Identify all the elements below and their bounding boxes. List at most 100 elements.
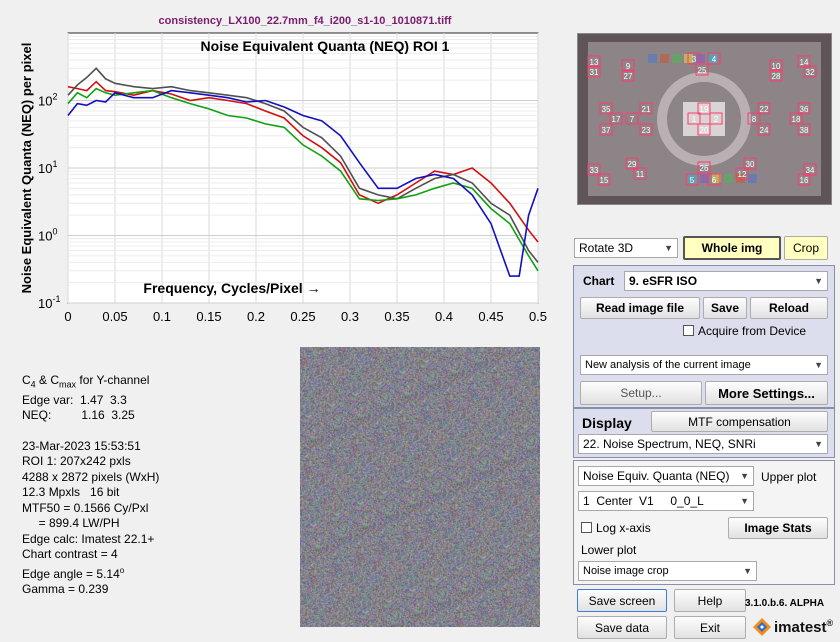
roi-label: 30 <box>746 160 755 169</box>
x-tick-label: 0.3 <box>341 309 359 324</box>
roi-label: 10 <box>772 62 781 71</box>
roi-label: 38 <box>800 126 809 135</box>
version-label: 3.1.0.b.6. ALPHA <box>745 598 825 609</box>
roi-label: 22 <box>760 105 769 114</box>
info-contrast: Chart contrast = 4 <box>22 547 118 562</box>
upper-plot-label: Upper plot <box>761 470 817 484</box>
chevron-down-icon: ▼ <box>743 566 752 576</box>
plot-title: Noise Equivalent Quanta (NEQ) ROI 1 <box>201 38 450 54</box>
series-line-1 <box>67 80 539 243</box>
roi-label: 15 <box>600 176 609 185</box>
reload-button[interactable]: Reload <box>750 297 828 319</box>
analysis-select[interactable]: New analysis of the current image ▼ <box>580 355 828 375</box>
info-mtf50: MTF50 = 0.1566 Cy/Pxl <box>22 500 149 515</box>
crop-button[interactable]: Crop <box>784 236 828 260</box>
lower-plot-select[interactable]: Noise image crop ▼ <box>578 561 757 581</box>
chart-thumbnail-image: 1331927325410281432351737212319202224361… <box>587 42 821 196</box>
roi-label: 36 <box>800 105 809 114</box>
roi-box <box>639 102 653 115</box>
more-settings-button[interactable]: More Settings... <box>705 381 828 405</box>
color-patch <box>660 54 669 63</box>
roi-select[interactable]: 1 Center V1 0_0_L ▼ <box>578 491 754 511</box>
x-tick-label: 0.5 <box>529 309 547 324</box>
roi-label: 34 <box>806 166 815 175</box>
roi-box <box>587 163 601 176</box>
chevron-down-icon: ▼ <box>814 439 823 449</box>
roi-label: 9 <box>626 62 631 71</box>
roi-box <box>735 167 749 180</box>
roi-label: 12 <box>738 170 747 179</box>
whole-img-button[interactable]: Whole img <box>683 236 781 260</box>
x-tick-label: 0.1 <box>153 309 171 324</box>
chart-select[interactable]: 9. eSFR ISO ▼ <box>624 271 828 291</box>
roi-box <box>707 173 721 186</box>
exit-button[interactable]: Exit <box>674 616 746 639</box>
mtf-compensation-button[interactable]: MTF compensation <box>651 411 828 432</box>
color-patch <box>672 54 681 63</box>
roi-label: 37 <box>602 126 611 135</box>
roi-label: 20 <box>700 126 709 135</box>
x-tick-label: 0.15 <box>196 309 221 324</box>
help-button[interactable]: Help <box>674 589 746 612</box>
file-name-title: consistency_LX100_22.7mm_f4_i200_s1-10_1… <box>158 15 452 27</box>
x-tick-label: 0.35 <box>384 309 409 324</box>
info-edge-calc: Edge calc: Imatest 22.1+ <box>22 531 155 546</box>
y-tick-label: 101 <box>38 159 57 176</box>
upper-plot-select[interactable]: Noise Equiv. Quanta (NEQ) ▼ <box>578 466 754 486</box>
roi-box <box>709 112 723 125</box>
roi-label: 28 <box>772 72 781 81</box>
info-gamma: Gamma = 0.239 <box>22 582 109 597</box>
roi-box <box>587 55 601 68</box>
y-axis-label: Noise Equivalent Quanta (NEQ) per pixel <box>19 43 34 294</box>
info-mpxls: 12.3 Mpxls 16 bit <box>22 485 120 500</box>
save-data-button[interactable]: Save data <box>577 616 667 639</box>
x-axis-label: Frequency, Cycles/Pixel → <box>143 280 320 296</box>
color-patch <box>712 174 721 183</box>
acquire-checkbox[interactable] <box>683 325 694 336</box>
chart-thumbnail[interactable]: 13 31 9 27 3 25 4 10 28 14 32 35 17 37 21 23 19 20 22 24 36 1… <box>577 33 832 205</box>
roi-box <box>639 123 653 136</box>
roi-box <box>757 102 771 115</box>
chevron-down-icon: ▼ <box>814 360 823 370</box>
plot-grid <box>67 33 539 304</box>
roi-box <box>797 173 811 186</box>
roi-label: 19 <box>700 105 709 114</box>
roi-label: 26 <box>700 164 709 173</box>
info-pixels: 4288 x 2872 pixels (WxH) <box>22 469 160 484</box>
plot-series <box>67 67 539 277</box>
roi-label: 7 <box>630 115 635 124</box>
roi-box <box>599 102 613 115</box>
neq-plot: 0 0.05 0.1 0.15 0.2 0.25 0.3 0.35 0.4 0.45 0.5 10-… <box>19 32 547 324</box>
display-label: Display <box>582 415 632 431</box>
color-patch <box>700 174 709 183</box>
x-tick-labels: 0 0.05 0.1 0.15 0.2 0.25 0.3 0.35 0.4 0.45 0.5 <box>64 309 547 324</box>
roi-label: 16 <box>800 176 809 185</box>
roi-box <box>621 59 635 72</box>
roi-label: 18 <box>792 115 801 124</box>
roi-label: 25 <box>698 66 707 75</box>
roi-box <box>697 102 711 115</box>
roi-box <box>599 123 613 136</box>
setup-button[interactable]: Setup... <box>580 381 702 405</box>
log-x-axis-checkbox[interactable] <box>581 522 592 533</box>
roi-label: 11 <box>636 170 645 179</box>
roi-label: 17 <box>612 115 621 124</box>
info-neq: NEQ: 1.16 3.25 <box>22 408 135 423</box>
info-datetime: 23-Mar-2023 15:53:51 <box>22 438 141 453</box>
color-patch <box>708 54 717 63</box>
roi-box <box>609 112 623 125</box>
info-roi: ROI 1: 207x242 pxls <box>22 454 131 469</box>
roi-box <box>789 112 803 125</box>
chart-label: Chart <box>583 274 615 288</box>
save-screen-button[interactable]: Save screen <box>577 589 667 612</box>
color-patch <box>748 174 757 183</box>
info-edge-angle: Edge angle = 5.14o <box>22 565 125 581</box>
read-image-file-button[interactable]: Read image file <box>580 297 700 319</box>
log-x-axis-label: Log x-axis <box>596 521 651 535</box>
display-select[interactable]: 22. Noise Spectrum, NEQ, SNRi ▼ <box>578 434 828 454</box>
imatest-brand: imatest® <box>774 618 834 636</box>
image-stats-button[interactable]: Image Stats <box>728 517 828 539</box>
roi-box <box>797 102 811 115</box>
save-button[interactable]: Save <box>703 297 747 319</box>
rotate-select[interactable]: Rotate 3D ▼ <box>574 238 678 258</box>
